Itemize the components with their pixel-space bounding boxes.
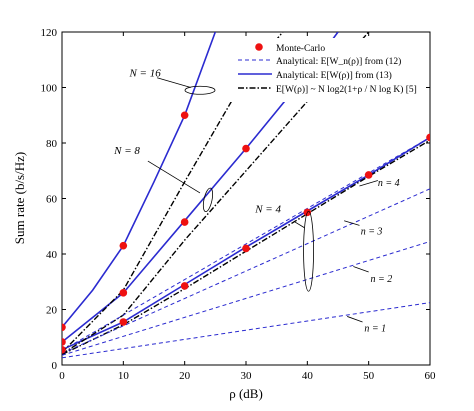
n2-small-label: n = 2 <box>371 274 393 285</box>
mc-point-6 <box>242 144 250 153</box>
x-tick-label-2: 20 <box>179 370 191 382</box>
mc-point-7 <box>62 345 66 354</box>
n3-leader <box>344 220 360 226</box>
n4-label: N = 4 <box>254 203 281 215</box>
legend-marker-mc <box>255 43 263 51</box>
x-tick-label-5: 50 <box>363 370 375 382</box>
mc-point-1 <box>119 241 128 250</box>
series-line-8 <box>62 241 430 356</box>
series-line-0 <box>62 32 217 328</box>
n1-small-label: n = 1 <box>364 324 386 335</box>
n16-ellipse <box>184 85 216 95</box>
mc-point-0 <box>62 323 66 332</box>
ticks-group: 0 10 20 30 40 50 60 0 20 40 60 80 100 120 <box>41 27 437 382</box>
n4-small-label: n = 4 <box>378 178 400 189</box>
n2-leader <box>353 266 369 273</box>
mc-point-3 <box>62 338 66 346</box>
legend-box <box>230 38 426 102</box>
y-tick-label-2: 40 <box>46 249 58 261</box>
n1-leader <box>347 316 363 323</box>
n8-label: N = 8 <box>113 145 140 157</box>
mc-point-10 <box>242 244 250 253</box>
n8-ellipse <box>202 187 214 213</box>
y-tick-label-5: 100 <box>41 83 58 95</box>
mc-point-5 <box>180 218 189 226</box>
mc-point-2 <box>180 111 189 120</box>
n16-label: N = 16 <box>128 67 161 79</box>
mc-point-4 <box>119 289 128 297</box>
n3-small-label: n = 3 <box>361 227 383 238</box>
y-tick-label-3: 60 <box>46 194 58 206</box>
n16-leader <box>156 77 191 88</box>
y-tick-label-4: 80 <box>46 138 58 150</box>
mc-point-12 <box>364 171 373 179</box>
x-tick-label-6: 60 <box>425 370 437 382</box>
y-tick-label-6: 120 <box>41 27 58 39</box>
annotations-group: N = 16 N = 8 N = 4 n = 4 n = 3 n = 2 n = 1 <box>113 67 399 334</box>
n4-leader <box>294 221 305 228</box>
x-tick-label-0: 0 <box>59 370 65 382</box>
legend-label-mc: Monte-Carlo <box>276 44 325 54</box>
x-tick-label-3: 30 <box>241 370 253 382</box>
y-tick-label-0: 0 <box>52 360 58 372</box>
x-tick-label-4: 40 <box>302 370 314 382</box>
n4-ellipse <box>303 210 314 292</box>
n4-small-leader <box>359 180 378 187</box>
mc-point-9 <box>180 282 189 290</box>
x-axis-title: ρ (dB) <box>229 386 263 401</box>
legend-label-a12: Analytical: E[W_n(ρ)] from (12) <box>276 56 401 67</box>
legend-label-approx: E[W(ρ)] ~ N log2(1+ρ / N log K) [5] <box>276 84 417 95</box>
mc-point-8 <box>119 318 128 326</box>
y-tick-label-1: 20 <box>46 305 58 317</box>
x-tick-label-1: 10 <box>118 370 130 382</box>
legend: Monte-Carlo Analytical: E[W_n(ρ)] from (… <box>230 38 426 102</box>
legend-label-a13: Analytical: E[W(ρ)] from (13) <box>276 70 392 81</box>
n8-leader <box>147 160 201 194</box>
y-axis-title: Sum rate (b/s/Hz) <box>12 152 27 244</box>
series-line-6 <box>62 136 430 352</box>
mc-point-13 <box>426 133 430 142</box>
series-line-9 <box>62 302 430 359</box>
markers-group <box>62 111 430 354</box>
